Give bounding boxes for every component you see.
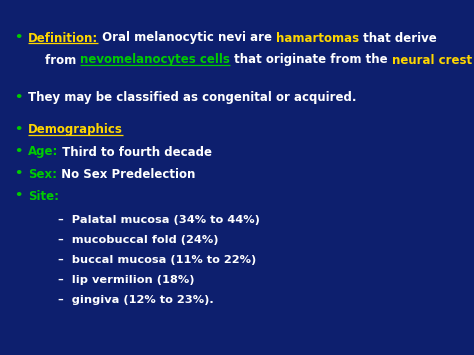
Text: Demographics: Demographics	[28, 124, 123, 137]
Text: •: •	[14, 146, 22, 158]
Text: •: •	[14, 124, 22, 137]
Text: They may be classified as congenital or acquired.: They may be classified as congenital or …	[28, 92, 356, 104]
Text: nevomelanocytes cells: nevomelanocytes cells	[81, 54, 230, 66]
Text: •: •	[14, 168, 22, 180]
Text: neural crest: neural crest	[392, 54, 472, 66]
Text: •: •	[14, 190, 22, 202]
Text: that derive: that derive	[359, 32, 437, 44]
Text: –  mucobuccal fold (24%): – mucobuccal fold (24%)	[58, 235, 219, 245]
Text: Site:: Site:	[28, 190, 59, 202]
Text: that originate from the: that originate from the	[230, 54, 392, 66]
Text: –  buccal mucosa (11% to 22%): – buccal mucosa (11% to 22%)	[58, 255, 256, 265]
Text: Oral melanocytic nevi are: Oral melanocytic nevi are	[98, 32, 276, 44]
Text: Third to fourth decade: Third to fourth decade	[58, 146, 212, 158]
Text: •: •	[14, 92, 22, 104]
Text: hamartomas: hamartomas	[276, 32, 359, 44]
Text: –  Palatal mucosa (34% to 44%): – Palatal mucosa (34% to 44%)	[58, 215, 260, 225]
Text: from: from	[45, 54, 81, 66]
Text: –  lip vermilion (18%): – lip vermilion (18%)	[58, 275, 194, 285]
Text: •: •	[14, 32, 22, 44]
Text: No Sex Predelection: No Sex Predelection	[57, 168, 195, 180]
Text: –  gingiva (12% to 23%).: – gingiva (12% to 23%).	[58, 295, 214, 305]
Text: Sex:: Sex:	[28, 168, 57, 180]
Text: Definition:: Definition:	[28, 32, 98, 44]
Text: Age:: Age:	[28, 146, 58, 158]
